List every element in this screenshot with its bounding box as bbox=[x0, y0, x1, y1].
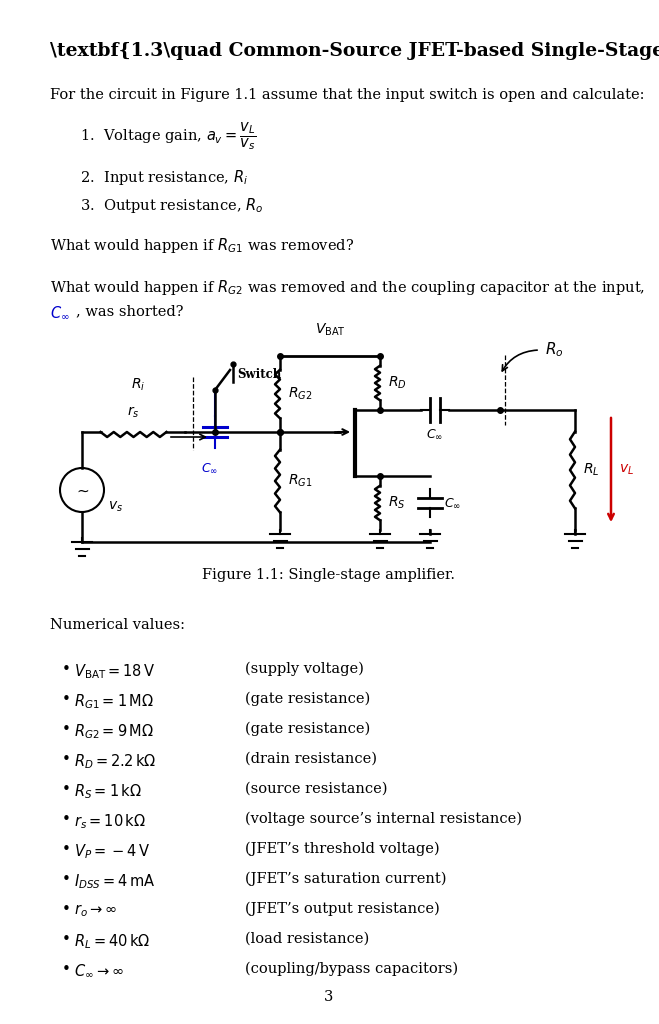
Text: •: • bbox=[62, 722, 71, 737]
Text: $C_{\infty} \rightarrow \infty$: $C_{\infty} \rightarrow \infty$ bbox=[74, 962, 124, 979]
Text: $R_{G2}$: $R_{G2}$ bbox=[288, 386, 312, 402]
Text: (coupling/bypass capacitors): (coupling/bypass capacitors) bbox=[245, 962, 458, 977]
Text: $R_{G2} = 9\,\mathrm{M\Omega}$: $R_{G2} = 9\,\mathrm{M\Omega}$ bbox=[74, 722, 154, 740]
Text: $V_{\mathrm{BAT}} = 18\,\mathrm{V}$: $V_{\mathrm{BAT}} = 18\,\mathrm{V}$ bbox=[74, 662, 156, 681]
Text: (JFET’s saturation current): (JFET’s saturation current) bbox=[245, 872, 447, 887]
Text: $R_S$: $R_S$ bbox=[388, 495, 405, 511]
Text: $R_i$: $R_i$ bbox=[131, 377, 145, 393]
Text: $C_{\infty}$: $C_{\infty}$ bbox=[50, 304, 70, 321]
Text: $R_{G1} = 1\,\mathrm{M\Omega}$: $R_{G1} = 1\,\mathrm{M\Omega}$ bbox=[74, 692, 154, 711]
Text: (drain resistance): (drain resistance) bbox=[245, 752, 377, 766]
Text: •: • bbox=[62, 692, 71, 707]
Text: •: • bbox=[62, 902, 71, 918]
Text: •: • bbox=[62, 842, 71, 857]
Text: $V_{\mathrm{BAT}}$: $V_{\mathrm{BAT}}$ bbox=[314, 322, 345, 338]
Text: $v_L$: $v_L$ bbox=[619, 463, 634, 477]
Text: $R_D$: $R_D$ bbox=[388, 375, 407, 391]
Text: $\sim$: $\sim$ bbox=[74, 482, 90, 498]
Text: (JFET’s output resistance): (JFET’s output resistance) bbox=[245, 902, 440, 916]
Text: $V_P = -4\,\mathrm{V}$: $V_P = -4\,\mathrm{V}$ bbox=[74, 842, 150, 861]
Text: •: • bbox=[62, 872, 71, 887]
Text: (source resistance): (source resistance) bbox=[245, 782, 387, 796]
Text: What would happen if $R_{G2}$ was removed and the coupling capacitor at the inpu: What would happen if $R_{G2}$ was remove… bbox=[50, 278, 645, 297]
Text: •: • bbox=[62, 962, 71, 977]
Text: $r_s = 10\,\mathrm{k\Omega}$: $r_s = 10\,\mathrm{k\Omega}$ bbox=[74, 812, 146, 830]
Text: (supply voltage): (supply voltage) bbox=[245, 662, 364, 677]
Text: $I_{DSS} = 4\,\mathrm{mA}$: $I_{DSS} = 4\,\mathrm{mA}$ bbox=[74, 872, 156, 891]
Text: $R_L = 40\,\mathrm{k\Omega}$: $R_L = 40\,\mathrm{k\Omega}$ bbox=[74, 932, 150, 950]
Text: 1.  Voltage gain, $a_v = \dfrac{v_L}{v_s}$: 1. Voltage gain, $a_v = \dfrac{v_L}{v_s}… bbox=[80, 120, 256, 152]
Text: 2.  Input resistance, $R_i$: 2. Input resistance, $R_i$ bbox=[80, 168, 248, 187]
Text: Numerical values:: Numerical values: bbox=[50, 618, 185, 632]
Text: , was shorted?: , was shorted? bbox=[76, 304, 183, 318]
Text: \textbf{1.3\quad Common-Source JFET-based Single-Stage Amplifier}: \textbf{1.3\quad Common-Source JFET-base… bbox=[50, 42, 659, 60]
Text: 3: 3 bbox=[324, 990, 333, 1004]
Text: •: • bbox=[62, 932, 71, 947]
Text: (JFET’s threshold voltage): (JFET’s threshold voltage) bbox=[245, 842, 440, 856]
Text: $C_{\infty}$: $C_{\infty}$ bbox=[202, 462, 219, 475]
Text: $R_o$: $R_o$ bbox=[545, 340, 563, 358]
Text: •: • bbox=[62, 812, 71, 827]
Text: $R_D = 2.2\,\mathrm{k\Omega}$: $R_D = 2.2\,\mathrm{k\Omega}$ bbox=[74, 752, 156, 771]
Text: (load resistance): (load resistance) bbox=[245, 932, 369, 946]
Text: $C_{\infty}$: $C_{\infty}$ bbox=[444, 497, 461, 510]
Text: •: • bbox=[62, 752, 71, 767]
Text: $C_{\infty}$: $C_{\infty}$ bbox=[426, 428, 444, 441]
Text: $v_s$: $v_s$ bbox=[108, 500, 123, 514]
Text: •: • bbox=[62, 662, 71, 677]
Text: (voltage source’s internal resistance): (voltage source’s internal resistance) bbox=[245, 812, 522, 826]
Text: (gate resistance): (gate resistance) bbox=[245, 722, 370, 736]
Text: For the circuit in Figure 1.1 assume that the input switch is open and calculate: For the circuit in Figure 1.1 assume tha… bbox=[50, 88, 645, 102]
Text: $R_L$: $R_L$ bbox=[583, 462, 600, 478]
Text: $r_s$: $r_s$ bbox=[127, 404, 139, 420]
Text: (gate resistance): (gate resistance) bbox=[245, 692, 370, 707]
Text: $R_S = 1\,\mathrm{k\Omega}$: $R_S = 1\,\mathrm{k\Omega}$ bbox=[74, 782, 142, 801]
Text: $R_{G1}$: $R_{G1}$ bbox=[288, 473, 312, 489]
Text: Switch: Switch bbox=[237, 368, 281, 381]
Text: $r_o \rightarrow \infty$: $r_o \rightarrow \infty$ bbox=[74, 902, 117, 919]
Text: 3.  Output resistance, $R_o$: 3. Output resistance, $R_o$ bbox=[80, 196, 264, 215]
Text: What would happen if $R_{G1}$ was removed?: What would happen if $R_{G1}$ was remove… bbox=[50, 236, 354, 255]
Text: •: • bbox=[62, 782, 71, 797]
Text: Figure 1.1: Single-stage amplifier.: Figure 1.1: Single-stage amplifier. bbox=[202, 568, 455, 582]
